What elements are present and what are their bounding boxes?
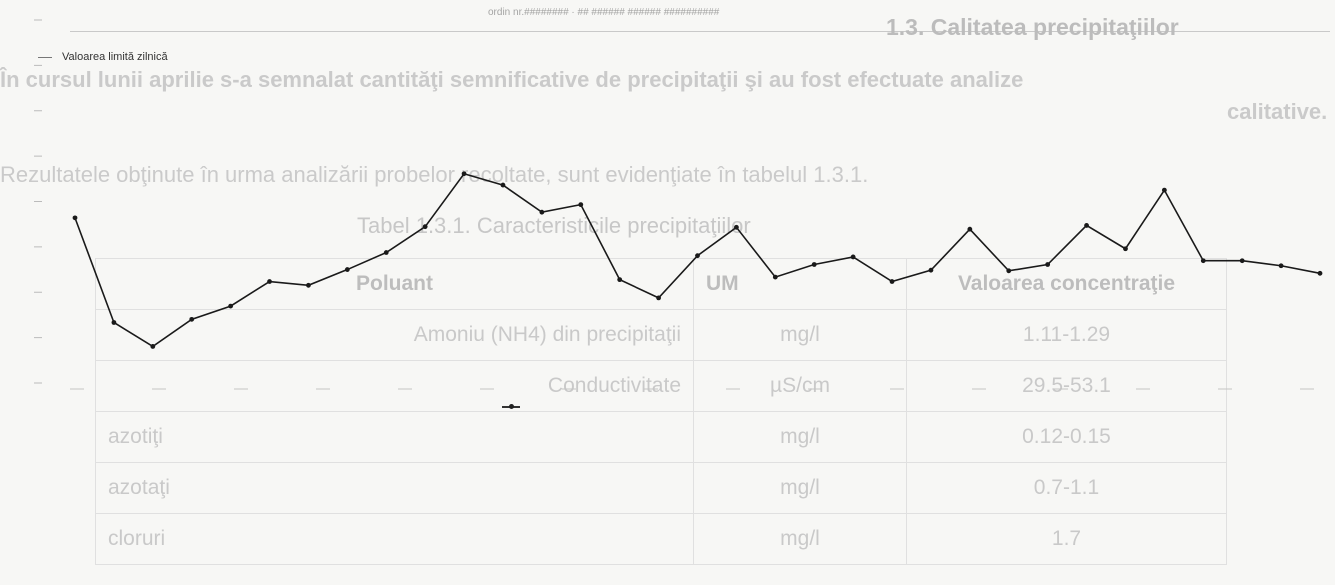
divider: [70, 31, 1330, 32]
data-point: [72, 215, 78, 221]
table-header-cell: UM: [693, 258, 907, 310]
series-line: [74, 172, 1321, 348]
data-point: [695, 253, 700, 259]
data-point: [928, 267, 934, 273]
table-cell: 0.12-0.15: [906, 411, 1227, 463]
data-point: [656, 295, 661, 301]
data-point: [306, 282, 311, 288]
chart-source-caption: ordin nr.######## · ## ###### ###### ###…: [488, 7, 720, 18]
data-point: [811, 262, 817, 267]
table-caption: Tabel 1.3.1. Caracteristicile precipitaţ…: [357, 213, 751, 238]
section-heading: 1.3. Calitatea precipitaţiilor: [886, 14, 1179, 40]
table-cell: mg/l: [693, 411, 907, 463]
data-point: [578, 202, 584, 208]
table-header-cell: Valoarea concentraţie: [906, 258, 1227, 310]
series-points: [72, 171, 1323, 349]
table-row: Amoniu (NH4) din precipitaţii mg/l 1.11-…: [95, 309, 1227, 361]
data-point: [539, 209, 545, 215]
data-point: [1123, 246, 1128, 252]
table-cell: azotaţi: [95, 462, 694, 514]
data-point: [1200, 258, 1206, 264]
table-cell: azotiţi: [95, 411, 694, 463]
data-point: [150, 344, 156, 349]
data-point: [889, 279, 895, 284]
data-point: [189, 316, 195, 322]
table-cell: mg/l: [693, 309, 907, 361]
paragraph-intro: În cursul lunii aprilie s-a semnalat can…: [0, 64, 1335, 128]
table-cell: 29.5-53.1: [906, 360, 1227, 412]
data-point: [422, 224, 428, 230]
data-point: [1278, 263, 1284, 269]
table-row: azotaţi mg/l 0.7-1.1: [95, 462, 1227, 514]
paragraph-intro-line2: calitative.: [1227, 99, 1328, 124]
data-point: [772, 274, 778, 280]
data-point: [1045, 262, 1051, 267]
data-point: [383, 250, 389, 255]
data-point: [734, 224, 739, 230]
data-point: [1161, 187, 1167, 193]
table-cell: µS/cm: [693, 360, 907, 412]
data-point: [500, 182, 506, 188]
table-cell: 1.11-1.29: [906, 309, 1227, 361]
table-row: Conductivitate µS/cm 29.5-53.1: [95, 360, 1227, 412]
table-header-row: Poluant UM Valoarea concentraţie: [95, 258, 1227, 310]
table-cell: 1.7: [906, 513, 1227, 565]
table-row: cloruri mg/l 1.7: [95, 513, 1227, 565]
table-cell: mg/l: [693, 462, 907, 514]
table-row: azotiţi mg/l 0.12-0.15: [95, 411, 1227, 463]
data-point: [617, 277, 623, 283]
data-point: [1317, 270, 1323, 276]
paragraph-intro-line1: În cursul lunii aprilie s-a semnalat can…: [0, 67, 1024, 92]
data-point: [1239, 258, 1245, 264]
data-point: [111, 320, 117, 325]
data-point: [1006, 268, 1012, 274]
legend-dot-icon: [509, 404, 514, 409]
paragraph-results: Rezultatele obţinute în urma analizării …: [0, 162, 869, 187]
data-point: [1084, 223, 1089, 228]
data-point: [461, 171, 467, 177]
data-point: [267, 279, 272, 284]
table-cell: Amoniu (NH4) din precipitaţii: [95, 309, 694, 361]
y-axis: [34, 19, 42, 384]
precipitation-table: Poluant UM Valoarea concentraţie Amoniu …: [95, 258, 1227, 565]
table-cell: mg/l: [693, 513, 907, 565]
chart-title: Valoarea limită zilnică: [62, 51, 168, 63]
table-cell: Conductivitate: [95, 360, 694, 412]
legend-line-marker: [38, 57, 52, 58]
data-point: [228, 303, 234, 309]
table-cell: cloruri: [95, 513, 694, 565]
data-point: [344, 267, 350, 272]
data-point: [850, 254, 856, 260]
data-point: [967, 226, 973, 232]
